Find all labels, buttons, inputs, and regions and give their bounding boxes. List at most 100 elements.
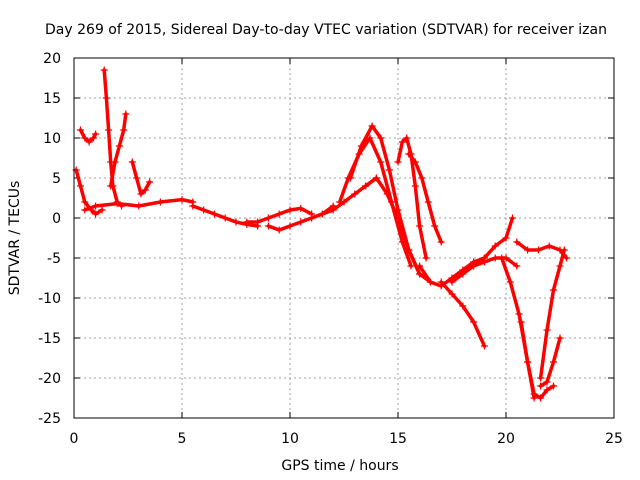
data-point-marker (178, 196, 186, 204)
data-point-marker (513, 238, 521, 246)
series-arc-morning-flat (81, 196, 197, 214)
x-tick-label: 10 (281, 431, 299, 447)
y-tick-label: -10 (38, 291, 61, 307)
data-point-marker (254, 218, 262, 226)
data-point-marker (459, 302, 467, 310)
series-arc-2.7h (128, 158, 154, 198)
series-line (407, 152, 443, 244)
data-point-marker (264, 214, 272, 222)
y-tick-label: 15 (43, 91, 61, 107)
data-point-marker (543, 386, 551, 394)
y-tick-label: -25 (38, 411, 61, 427)
data-point-marker (243, 218, 251, 226)
data-point-marker (543, 326, 551, 334)
x-tick-label: 15 (389, 431, 407, 447)
data-point-marker (115, 142, 123, 150)
data-point-marker (377, 134, 385, 142)
data-point-marker (426, 278, 434, 286)
data-point-marker (111, 158, 119, 166)
data-point-marker (113, 200, 121, 208)
data-point-marker (508, 214, 516, 222)
data-point-marker (498, 254, 506, 262)
series-arc-16h-hook (405, 150, 445, 246)
data-point-marker (513, 262, 521, 270)
data-point-marker (556, 262, 564, 270)
series-arc-evening-mid (470, 254, 521, 270)
data-point-marker (122, 110, 130, 118)
data-point-marker (550, 382, 558, 390)
data-point-marker (491, 242, 499, 250)
data-point-marker (232, 218, 240, 226)
y-tick-label: -5 (47, 251, 61, 267)
series-arc-small-0.5h (76, 126, 100, 146)
data-point-marker (416, 262, 424, 270)
y-tick-label: 0 (52, 211, 61, 227)
data-point-marker (385, 166, 393, 174)
data-point-marker (308, 214, 316, 222)
y-tick-label: -20 (38, 371, 61, 387)
data-point-marker (76, 182, 84, 190)
plot-frame (73, 57, 615, 419)
data-point-marker (85, 138, 93, 146)
data-point-marker (76, 126, 84, 134)
data-point-marker (133, 174, 141, 182)
data-point-marker (515, 310, 523, 318)
data-point-marker (506, 278, 514, 286)
data-point-marker (102, 94, 110, 102)
data-point-marker (105, 126, 113, 134)
y-tick-label: 10 (43, 131, 61, 147)
data-point-marker (264, 222, 272, 230)
data-point-marker (336, 198, 344, 206)
data-point-marker (128, 158, 136, 166)
data-point-marker (534, 246, 542, 254)
data-point-marker (221, 214, 229, 222)
data-point-marker (418, 174, 426, 182)
data-point-marker (480, 258, 488, 266)
data-point-marker (141, 186, 149, 194)
series-arc-midday-2 (243, 204, 316, 226)
data-point-marker (368, 122, 376, 130)
data-point-marker (362, 182, 370, 190)
data-point-marker (416, 222, 424, 230)
data-point-marker (437, 278, 445, 286)
data-point-marker (81, 198, 89, 206)
data-point-marker (403, 134, 411, 142)
data-point-marker (545, 242, 553, 250)
data-series (72, 66, 570, 402)
data-point-marker (405, 246, 413, 254)
data-point-marker (92, 210, 100, 218)
grid-lines (73, 57, 615, 419)
data-point-marker (411, 158, 419, 166)
data-point-marker (156, 198, 164, 206)
series-line (74, 168, 104, 216)
data-point-marker (120, 126, 128, 134)
data-point-marker (491, 254, 499, 262)
data-point-marker (437, 238, 445, 246)
data-point-marker (318, 210, 326, 218)
data-point-marker (92, 130, 100, 138)
x-axis-label: GPS time / hours (281, 458, 398, 474)
data-point-marker (297, 204, 305, 212)
data-point-marker (556, 334, 564, 342)
data-point-marker (470, 318, 478, 326)
data-point-marker (562, 254, 570, 262)
data-point-marker (357, 142, 365, 150)
series-arc-rise-2.3h (107, 110, 130, 190)
series-arc-night-low (517, 318, 558, 402)
y-tick-labels: 20 15 10 5 0 -5 -10 -15 -20 -25 (38, 51, 61, 427)
data-point-marker (275, 210, 283, 218)
data-point-marker (89, 134, 97, 142)
data-point-marker (448, 278, 456, 286)
data-point-marker (383, 190, 391, 198)
data-point-marker (346, 174, 354, 182)
series-line (515, 240, 569, 260)
data-point-marker (398, 138, 406, 146)
data-point-marker (107, 182, 115, 190)
data-point-marker (416, 270, 424, 278)
y-tick-label: -15 (38, 331, 61, 347)
data-point-marker (377, 158, 385, 166)
x-tick-label: 5 (178, 431, 187, 447)
data-point-marker (537, 374, 545, 382)
data-point-marker (550, 286, 558, 294)
